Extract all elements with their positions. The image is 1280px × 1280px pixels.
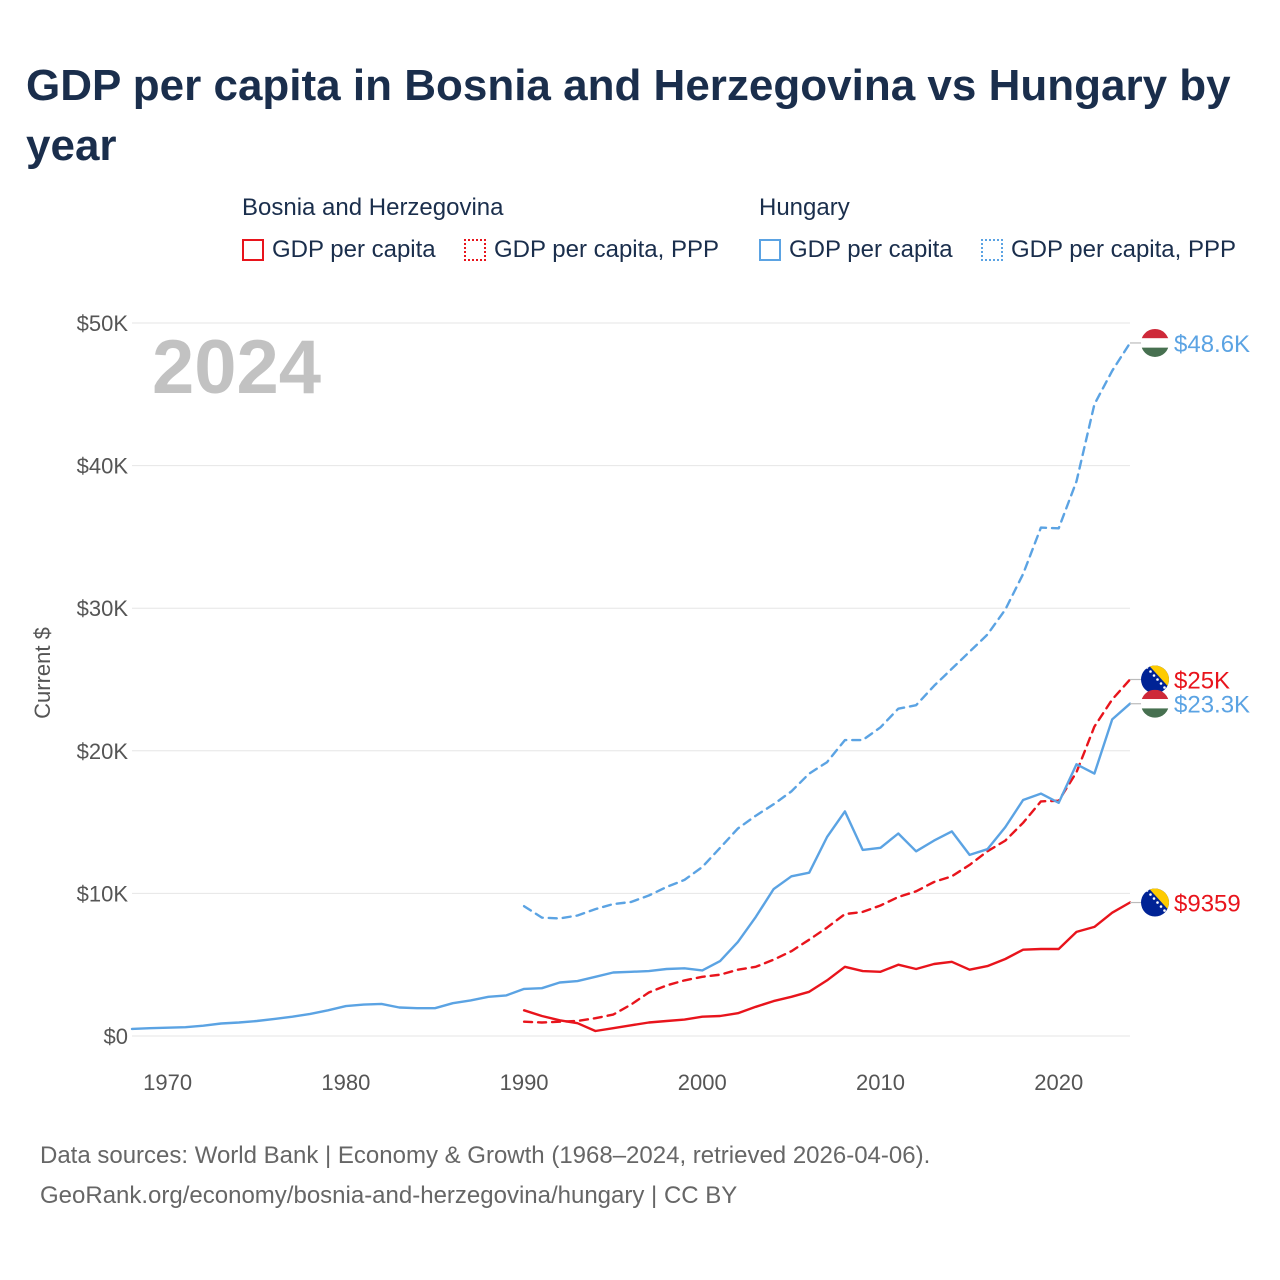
legend-swatch-solid-icon [759, 239, 781, 261]
year-watermark: 2024 [152, 325, 321, 410]
y-tick-label: $50K [77, 311, 129, 336]
legend-swatch-dotted-icon [981, 239, 1003, 261]
series-line-hungary-ppp[interactable] [522, 341, 1132, 920]
x-tick-label: 2010 [856, 1070, 905, 1095]
y-axis-title: Current $ [30, 627, 55, 719]
hungary-flag-icon [1141, 329, 1169, 357]
footer-url: GeoRank.org/economy/bosnia-and-herzegovi… [40, 1182, 738, 1209]
legend-swatch-solid-icon [242, 239, 264, 261]
end-value-label: $25K [1174, 668, 1230, 695]
chart-title: GDP per capita in Bosnia and Herzegovina… [26, 61, 1231, 170]
legend-group-title-hungary: Hungary [759, 194, 850, 221]
grid-layer: $0 $10K $20K $30K $40K $50K 1970 1980 1990 2000 20… [77, 311, 1130, 1095]
end-value-label: $48.6K [1174, 331, 1250, 358]
y-tick-label: $0 [104, 1024, 128, 1049]
end-label-layer: $9359 $25K$23.3K $48.6K [1130, 329, 1250, 918]
end-value-label: $9359 [1174, 891, 1241, 918]
y-tick-label: $10K [77, 881, 129, 906]
x-tick-label: 1970 [143, 1070, 192, 1095]
series-line-bosnia-ppp[interactable] [522, 678, 1132, 1024]
legend-label: GDP per capita [272, 236, 436, 263]
end-value-label: $23.3K [1174, 692, 1250, 719]
bosnia-flag-icon [1141, 666, 1169, 694]
bosnia-flag-icon [1141, 889, 1169, 917]
series-layer [130, 341, 1132, 1033]
series-line-hungary-gdp[interactable] [130, 702, 1132, 1031]
hungary-flag-icon [1141, 690, 1169, 718]
legend-label: GDP per capita [789, 236, 953, 263]
y-tick-label: $20K [77, 739, 129, 764]
legend-label: GDP per capita, PPP [494, 236, 719, 263]
y-tick-label: $40K [77, 454, 129, 479]
footer-sources: Data sources: World Bank | Economy & Gro… [40, 1142, 931, 1169]
footer: Data sources: World Bank | Economy & Gro… [40, 1136, 930, 1216]
y-tick-label: $30K [77, 596, 129, 621]
legend-label: GDP per capita, PPP [1011, 236, 1236, 263]
x-tick-label: 1980 [321, 1070, 370, 1095]
x-tick-label: 2000 [678, 1070, 727, 1095]
series-line-bosnia-gdp[interactable] [522, 901, 1132, 1033]
x-tick-label: 1990 [500, 1070, 549, 1095]
legend-item-bosnia-gdp[interactable]: GDP per capita [242, 234, 436, 266]
legend-item-hungary-gdp[interactable]: GDP per capita [759, 234, 953, 266]
x-tick-label: 2020 [1034, 1070, 1083, 1095]
legend-swatch-dotted-icon [464, 239, 486, 261]
legend-group-title-bosnia: Bosnia and Herzegovina [242, 194, 504, 221]
legend-item-hungary-gdp-ppp[interactable]: GDP per capita, PPP [981, 234, 1236, 266]
legend-item-bosnia-gdp-ppp[interactable]: GDP per capita, PPP [464, 234, 719, 266]
